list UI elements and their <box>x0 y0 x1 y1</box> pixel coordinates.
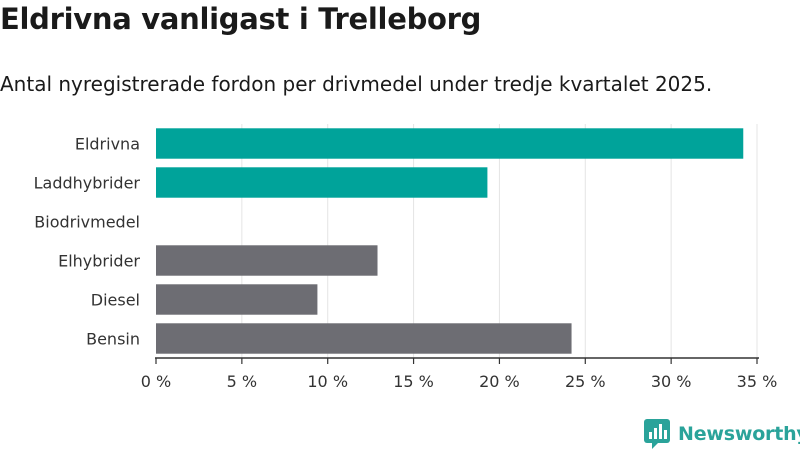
category-label: Elhybrider <box>58 252 140 271</box>
chart-subtitle: Antal nyregistrerade fordon per drivmede… <box>0 72 713 96</box>
newsworthy-icon <box>644 419 670 449</box>
category-label: Diesel <box>91 291 140 310</box>
x-tick-label: 30 % <box>651 372 692 391</box>
x-tick-label: 5 % <box>227 372 257 391</box>
x-tick-label: 10 % <box>307 372 348 391</box>
x-tick-label: 35 % <box>737 372 778 391</box>
category-label: Bensin <box>86 330 140 349</box>
newsworthy-logo: Newsworthy <box>644 419 800 449</box>
bar-bensin <box>156 323 572 354</box>
x-tick-label: 20 % <box>479 372 520 391</box>
bar-elhybrider <box>156 245 378 276</box>
category-label: Laddhybrider <box>34 174 141 193</box>
brand-name: Newsworthy <box>678 423 800 445</box>
category-label: Biodrivmedel <box>34 213 140 232</box>
x-tick-label: 25 % <box>565 372 606 391</box>
x-tick-label: 0 % <box>141 372 171 391</box>
bar-diesel <box>156 284 318 315</box>
bar-laddhybrider <box>156 167 488 198</box>
bar-eldrivna <box>156 128 744 159</box>
chart-title: Eldrivna vanligast i Trelleborg <box>0 2 482 36</box>
category-label: Eldrivna <box>75 135 140 154</box>
x-tick-label: 15 % <box>393 372 434 391</box>
